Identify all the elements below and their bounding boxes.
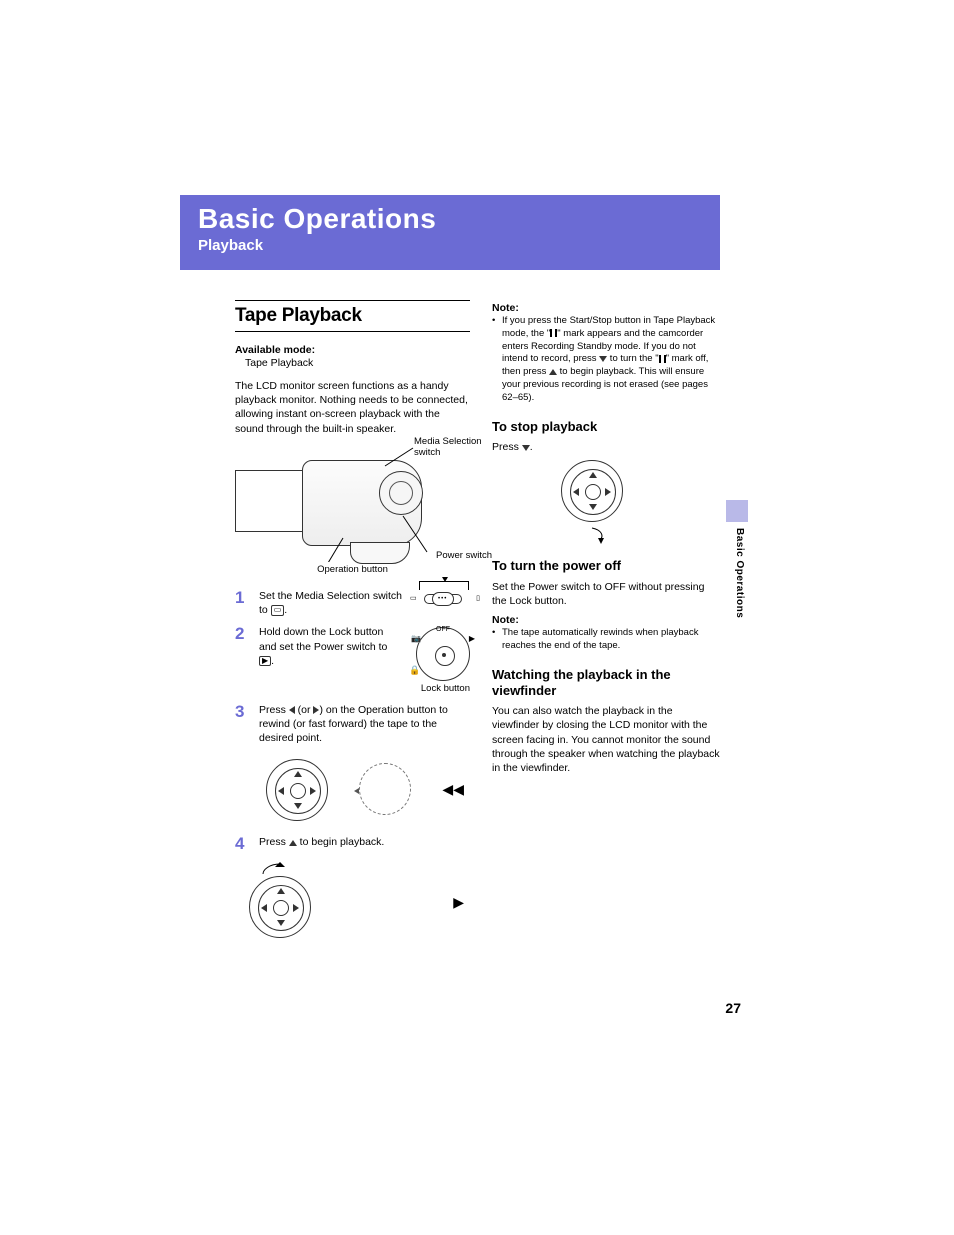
stop-playback-heading: To stop playback [492,419,720,435]
note-2: • The tape automatically rewinds when pl… [492,627,720,653]
content-area: Tape Playback Available mode: Tape Playb… [235,300,720,952]
step-1-text-b: . [284,604,287,616]
side-tab-label: Basic Operations [734,528,745,618]
camcorder-diagram-wrap: Media Selection switch Power switch Oper… [235,442,470,575]
chapter-header: Basic Operations Playback [180,195,720,270]
off-label: OFF [417,626,469,633]
intro-paragraph: The LCD monitor screen functions as a ha… [235,379,470,436]
note-1-c: to turn the " [607,353,658,364]
bullet-icon: • [492,315,502,405]
up-triangle-icon [289,840,297,846]
stop-text-a: Press [492,441,522,453]
card-icon: ▯ [476,594,480,602]
operation-pad-icon [561,460,623,522]
op-pad-with-arrow [249,862,311,942]
down-triangle-icon [522,445,530,451]
down-triangle-icon [599,356,607,362]
tape-mode-icon: ▭ [271,605,285,616]
left-column: Tape Playback Available mode: Tape Playb… [235,300,470,952]
press-down-arrow-icon [532,526,652,544]
tape-icon: ▭ [410,594,417,602]
play-icon: ▶ [453,894,464,911]
step-3-text-b: (or [295,704,314,716]
step-1-text: Set the Media Selection switch to ▭. [259,589,406,617]
page-number: 27 [725,1000,741,1016]
camera-mode-icon: 📷 [411,634,421,643]
step-4: 4 Press to begin playback. [235,835,470,854]
section-title-box: Tape Playback [235,300,470,332]
step-2: 2 Hold down the Lock button and set the … [235,625,470,694]
step-3: 3 Press (or ) on the Operation button to… [235,703,470,746]
step-3-text-a: Press [259,704,289,716]
right-column: Note: • If you press the Start/Stop butt… [492,300,720,952]
power-switch-callout: Power switch [436,550,492,561]
operation-button-callout: Operation button [235,564,470,575]
media-switch-diagram: ▭ ••• ▯ [416,589,470,607]
step-1: 1 Set the Media Selection switch to ▭. ▭… [235,589,470,617]
step-2-number: 2 [235,625,249,644]
playback-mode-icon: ▶ [259,656,271,667]
press-indicator-icon [359,763,411,815]
press-up-arrow-icon [249,862,311,876]
side-tab [726,500,748,522]
camcorder-diagram [235,442,430,562]
step-1-number: 1 [235,589,249,608]
power-dial-diagram: OFF 📷 ▶ 🔒 [416,627,470,681]
section-title: Tape Playback [235,305,470,327]
note-heading: Note: [492,302,720,314]
lock-icon: 🔒 [409,665,420,676]
step-3-text: Press (or ) on the Operation button to r… [259,703,470,746]
bullet-icon: • [492,627,502,653]
note-1: • If you press the Start/Stop button in … [492,315,720,405]
note-1-text: If you press the Start/Stop button in Ta… [502,315,720,405]
operation-pad-icon [266,759,328,821]
available-mode-value: Tape Playback [245,357,470,369]
step-4-text-b: to begin playback. [297,836,385,848]
stop-text-b: . [530,441,533,453]
step-4-diagram: ▶ [249,862,470,942]
note-2-heading: Note: [492,614,720,626]
note-2-text: The tape automatically rewinds when play… [502,627,720,653]
pause-icon [659,355,666,363]
viewfinder-text: You can also watch the playback in the v… [492,704,720,775]
power-dial-wrap: OFF 📷 ▶ 🔒 Lock button [410,625,470,694]
power-off-text: Set the Power switch to OFF without pres… [492,580,720,608]
rewind-icon: ◀◀ [442,781,464,798]
callout-lines-icon [235,442,430,562]
available-mode-label: Available mode: [235,344,470,356]
step-2-text-a: Hold down the Lock button and set the Po… [259,626,387,652]
step-2-text-b: . [271,655,274,667]
viewfinder-heading: Watching the playback in the viewfinder [492,667,720,698]
chapter-subtitle: Playback [198,237,702,254]
step-3-number: 3 [235,703,249,722]
play-mode-icon: ▶ [469,634,475,643]
step-2-text: Hold down the Lock button and set the Po… [259,625,400,668]
step-4-number: 4 [235,835,249,854]
chapter-title: Basic Operations [198,203,702,235]
stop-playback-text: Press . [492,440,720,454]
lock-button-callout: Lock button [410,683,470,694]
step-4-text-a: Press [259,836,289,848]
up-triangle-icon [549,369,557,375]
power-off-heading: To turn the power off [492,558,720,574]
step-3-diagram: ◀◀ [249,753,470,825]
stop-diagram [532,460,652,544]
step-4-text: Press to begin playback. [259,835,470,849]
operation-pad-icon [249,876,311,938]
